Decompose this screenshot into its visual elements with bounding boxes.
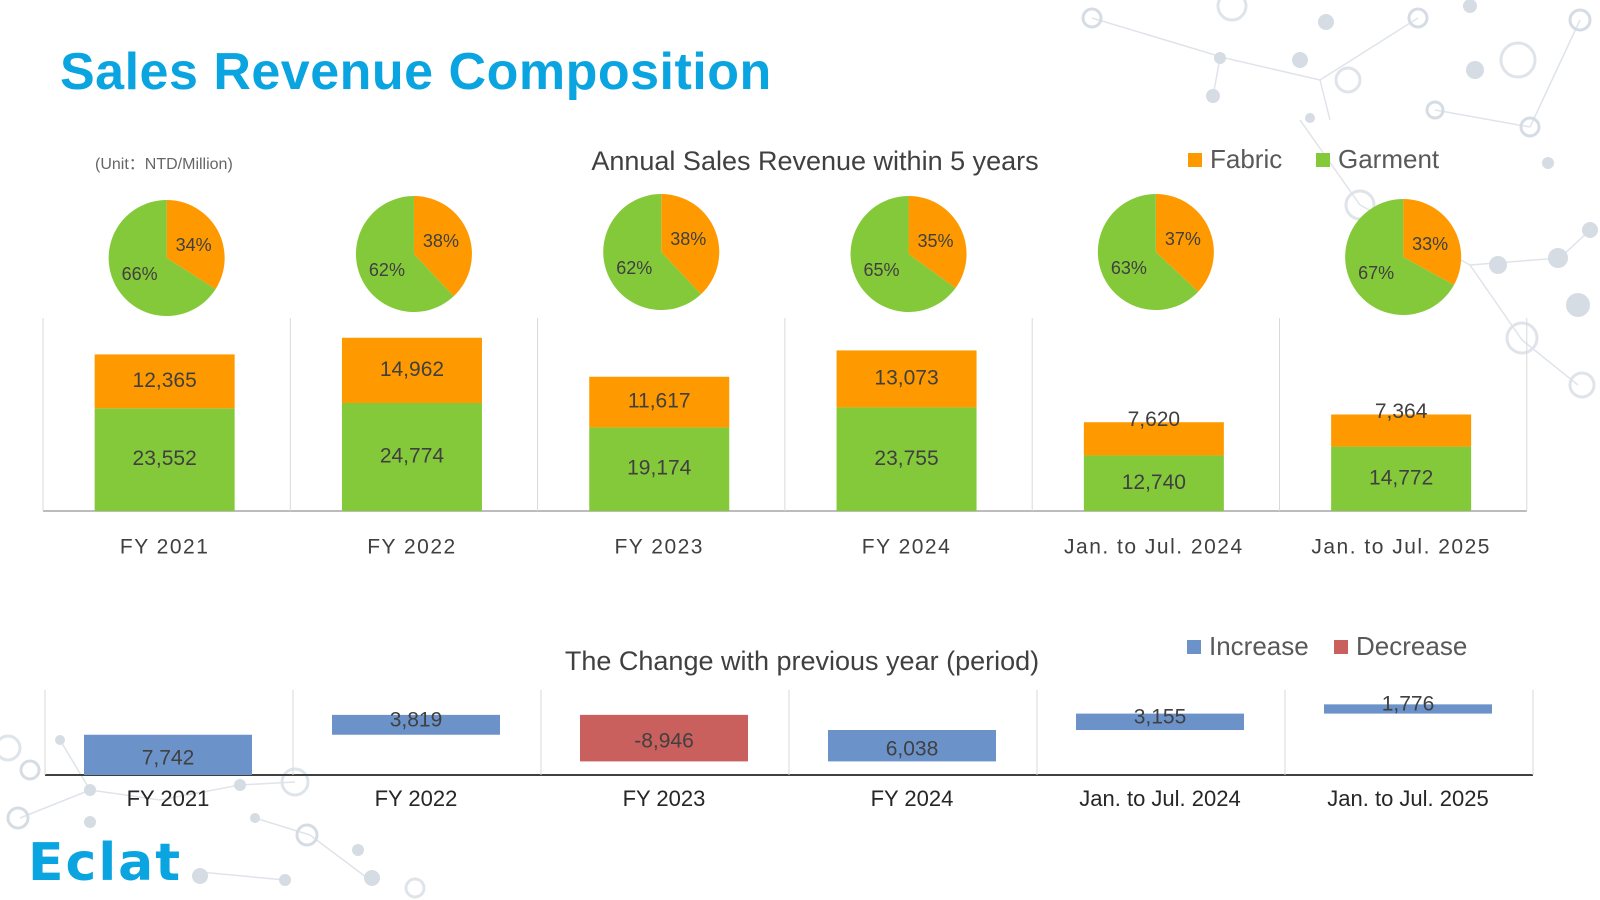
pie-slice-fabric	[908, 196, 967, 289]
network-decoration-bottom-left	[19, 739, 371, 881]
bar-garment	[341, 402, 482, 511]
pie-garment-pct: 65%	[864, 260, 900, 280]
change-category-label: Jan. to Jul. 2024	[1079, 786, 1240, 811]
change-value-label: 3,819	[390, 708, 443, 731]
pie-garment-pct: 62%	[616, 258, 652, 278]
unit-note: (Unit：NTD/Million)	[95, 156, 233, 173]
garment-value-label: 23,552	[133, 447, 197, 470]
legend-increase-label: Increase	[1209, 631, 1309, 661]
bar-fabric	[341, 337, 482, 403]
garment-value-label: 23,755	[874, 447, 938, 470]
legend-decrease-label: Decrease	[1356, 631, 1468, 661]
legend-increase: Increase	[1187, 631, 1309, 662]
legend-fabric-label: Fabric	[1210, 144, 1283, 174]
garment-value-label: 12,740	[1122, 471, 1186, 494]
stack-category-label: Jan. to Jul. 2025	[1311, 536, 1491, 559]
pie-slice-fabric	[661, 194, 720, 295]
change-category-label: Jan. to Jul. 2025	[1327, 786, 1488, 811]
pie-fabric-pct: 38%	[670, 229, 706, 249]
stack-category-label: FY 2021	[120, 536, 210, 559]
bar-increase	[332, 714, 500, 735]
fabric-value-label: 7,620	[1128, 408, 1181, 431]
pie-slice-garment	[850, 195, 956, 312]
change-value-label: 6,038	[886, 737, 939, 760]
change-category-label: FY 2022	[375, 786, 458, 811]
network-nodes-top-right	[1081, 0, 1598, 399]
pie-charts: 34% 66% 38% 62% 38% 62% 35% 65% 37% 63% 33% 67%	[108, 194, 1462, 316]
annual-chart-title: Annual Sales Revenue within 5 years	[591, 146, 1039, 176]
change-value-label: 1,776	[1382, 693, 1435, 716]
pie-fabric-pct: 38%	[423, 231, 459, 251]
pie-slice-fabric	[1403, 199, 1462, 285]
pie-slice-fabric	[413, 196, 472, 297]
fabric-value-label: 13,073	[874, 366, 938, 389]
change-category-label: FY 2023	[623, 786, 706, 811]
legend-garment-swatch	[1316, 152, 1330, 167]
bar-increase	[1324, 704, 1492, 714]
stacked-bar-chart: 23,552 12,365 FY 2021 24,774 14,962 FY 2022 19…	[42, 318, 1528, 559]
legend-increase-swatch	[1187, 639, 1201, 654]
change-bar-chart: 7,742 FY 2021 3,819 FY 2022 -8,946 FY 2023 6,0…	[44, 690, 1534, 811]
fabric-value-label: 11,617	[628, 390, 691, 413]
pie-fabric-pct: 37%	[1165, 229, 1201, 249]
garment-value-label: 19,174	[627, 457, 692, 480]
eclat-logo-mark: Eclat	[28, 833, 182, 893]
legend-decrease-swatch	[1334, 639, 1348, 654]
bar-garment	[1083, 455, 1224, 511]
bar-garment	[94, 408, 235, 511]
bar-garment	[1331, 446, 1472, 511]
legend-garment: Garment	[1316, 144, 1439, 175]
pie-fabric-pct: 33%	[1412, 234, 1448, 254]
legend-decrease: Decrease	[1334, 631, 1467, 662]
bar-fabric	[94, 354, 235, 409]
pie-slice-fabric	[166, 200, 225, 290]
pie-garment-pct: 62%	[369, 260, 405, 280]
pie-slice-fabric	[1155, 194, 1214, 292]
legend-fabric-swatch	[1188, 152, 1202, 167]
stack-category-label: FY 2023	[614, 536, 704, 559]
change-value-label: -8,946	[634, 730, 694, 753]
legend-fabric: Fabric	[1188, 144, 1282, 175]
bar-fabric	[836, 350, 977, 408]
bar-increase	[828, 730, 996, 762]
pie-fabric-pct: 35%	[918, 231, 954, 251]
page-title: Sales Revenue Composition	[60, 43, 772, 101]
change-value-label: 3,155	[1134, 705, 1187, 728]
pie-slice-garment	[108, 199, 216, 316]
pie-slice-garment	[355, 196, 454, 312]
bar-fabric	[589, 376, 730, 428]
pie-garment-pct: 67%	[1358, 263, 1394, 283]
garment-value-label: 14,772	[1369, 466, 1433, 489]
change-chart-title: The Change with previous year (period)	[564, 646, 1040, 676]
change-category-label: FY 2024	[871, 786, 954, 811]
network-nodes-bottom-left	[0, 734, 426, 899]
bar-increase	[84, 734, 252, 775]
fabric-value-label: 12,365	[133, 369, 197, 392]
pie-slice-garment	[1097, 194, 1199, 310]
pie-garment-pct: 63%	[1111, 258, 1147, 278]
bar-fabric	[1083, 422, 1224, 456]
pie-slice-garment	[603, 194, 701, 311]
change-category-label: FY 2021	[127, 786, 210, 811]
logo-text: Eclat	[28, 833, 182, 893]
bar-fabric	[1331, 414, 1472, 447]
stack-category-label: Jan. to Jul. 2024	[1064, 536, 1244, 559]
fabric-value-label: 14,962	[380, 358, 444, 381]
fabric-value-label: 7,364	[1375, 400, 1428, 423]
pie-garment-pct: 66%	[122, 264, 158, 284]
garment-value-label: 24,774	[380, 445, 445, 468]
bar-increase	[1076, 713, 1244, 731]
stack-category-label: FY 2024	[862, 536, 952, 559]
legend-garment-label: Garment	[1338, 144, 1440, 174]
change-value-label: 7,742	[142, 746, 195, 769]
stack-category-label: FY 2022	[367, 536, 457, 559]
pie-slice-garment	[1345, 199, 1454, 316]
pie-fabric-pct: 34%	[176, 235, 212, 255]
bar-garment	[589, 427, 730, 511]
bar-garment	[836, 407, 977, 511]
bar-decrease	[580, 714, 748, 762]
